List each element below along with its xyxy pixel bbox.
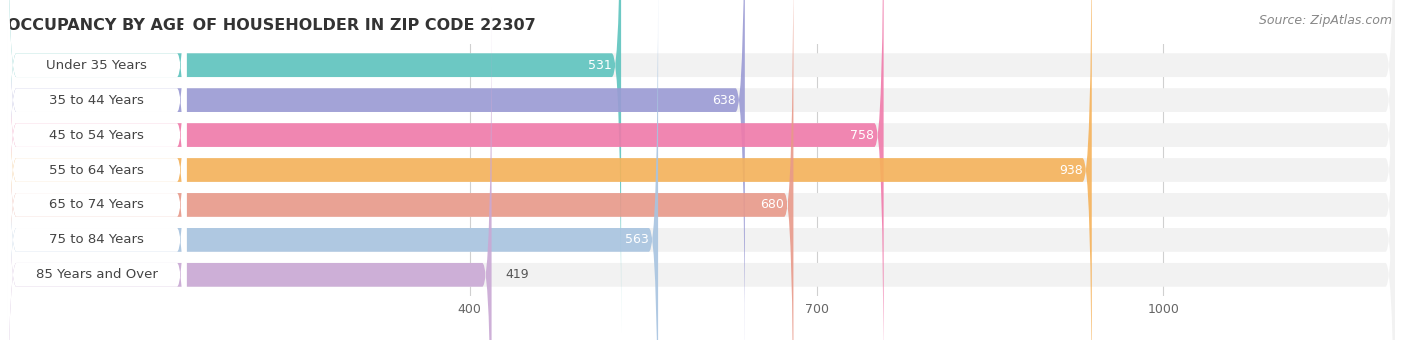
Text: 680: 680 — [761, 199, 785, 211]
FancyBboxPatch shape — [7, 0, 186, 340]
FancyBboxPatch shape — [7, 7, 186, 340]
FancyBboxPatch shape — [7, 0, 745, 340]
Text: OCCUPANCY BY AGE OF HOUSEHOLDER IN ZIP CODE 22307: OCCUPANCY BY AGE OF HOUSEHOLDER IN ZIP C… — [7, 18, 536, 33]
Text: 938: 938 — [1059, 164, 1083, 176]
FancyBboxPatch shape — [7, 0, 1395, 340]
FancyBboxPatch shape — [7, 0, 1395, 340]
FancyBboxPatch shape — [7, 0, 1395, 340]
Text: Source: ZipAtlas.com: Source: ZipAtlas.com — [1258, 14, 1392, 27]
Text: 638: 638 — [711, 94, 735, 107]
FancyBboxPatch shape — [7, 7, 492, 340]
FancyBboxPatch shape — [7, 0, 186, 340]
FancyBboxPatch shape — [7, 0, 1092, 340]
FancyBboxPatch shape — [7, 0, 1395, 340]
FancyBboxPatch shape — [7, 0, 621, 333]
FancyBboxPatch shape — [7, 0, 1395, 340]
Text: 563: 563 — [626, 233, 648, 246]
Text: Under 35 Years: Under 35 Years — [46, 59, 148, 72]
Text: 419: 419 — [505, 268, 529, 281]
Text: 85 Years and Over: 85 Years and Over — [35, 268, 157, 281]
FancyBboxPatch shape — [7, 0, 186, 340]
Text: 531: 531 — [588, 59, 612, 72]
FancyBboxPatch shape — [7, 0, 1395, 333]
FancyBboxPatch shape — [7, 0, 658, 340]
Text: 75 to 84 Years: 75 to 84 Years — [49, 233, 143, 246]
Text: 45 to 54 Years: 45 to 54 Years — [49, 129, 143, 141]
FancyBboxPatch shape — [7, 0, 186, 340]
FancyBboxPatch shape — [7, 0, 793, 340]
Text: 55 to 64 Years: 55 to 64 Years — [49, 164, 143, 176]
FancyBboxPatch shape — [7, 7, 1395, 340]
Text: 758: 758 — [851, 129, 875, 141]
FancyBboxPatch shape — [7, 0, 883, 340]
FancyBboxPatch shape — [7, 0, 186, 333]
FancyBboxPatch shape — [7, 0, 186, 340]
Text: 65 to 74 Years: 65 to 74 Years — [49, 199, 143, 211]
Text: 35 to 44 Years: 35 to 44 Years — [49, 94, 143, 107]
